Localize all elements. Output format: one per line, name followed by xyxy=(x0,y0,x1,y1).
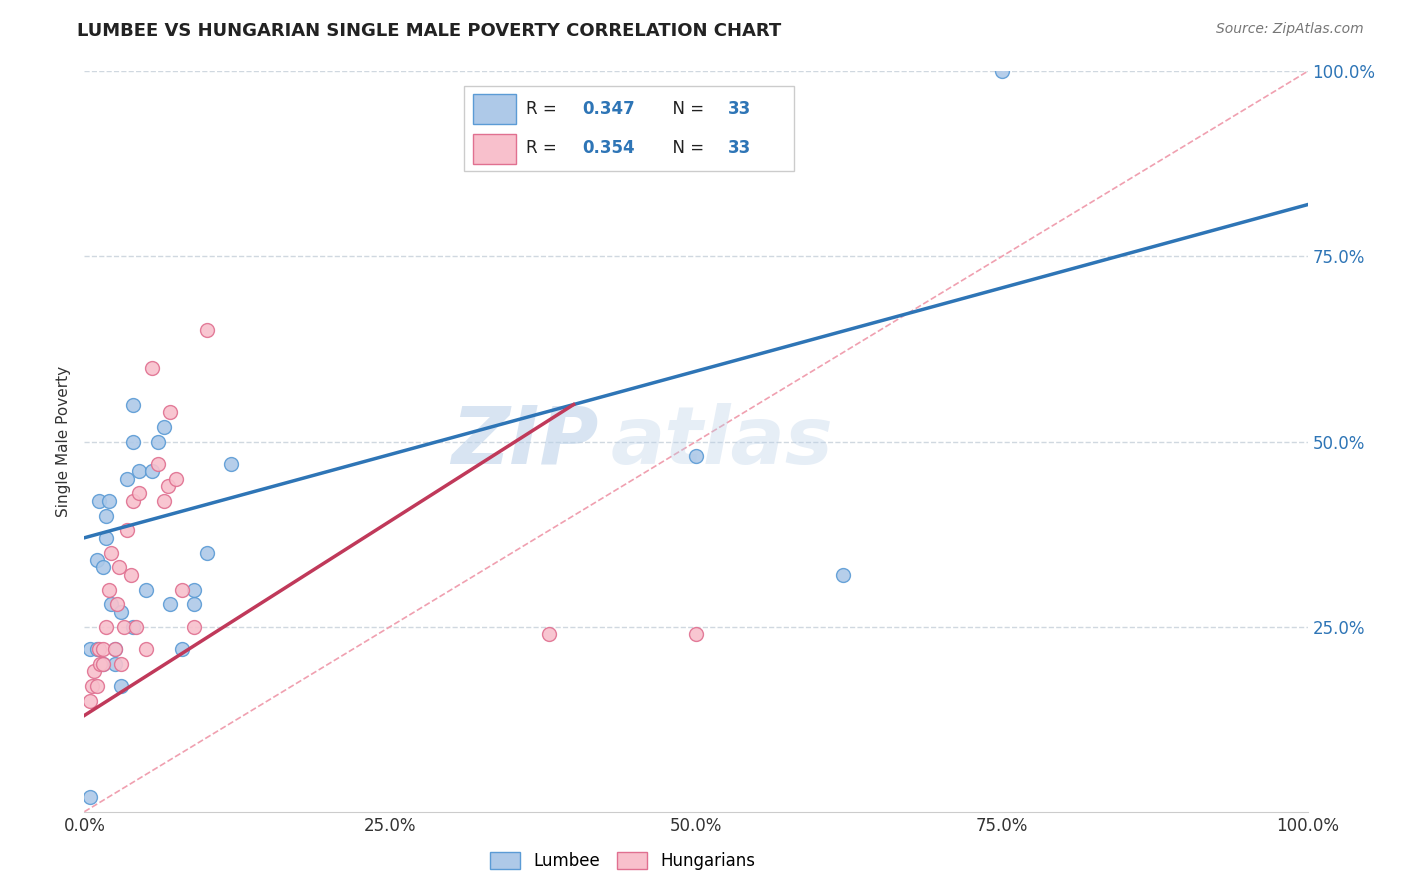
Point xyxy=(122,434,145,449)
Point xyxy=(105,598,128,612)
Point xyxy=(91,657,114,671)
Point xyxy=(104,641,127,656)
Point xyxy=(128,464,150,478)
Point xyxy=(86,679,108,693)
Point xyxy=(172,641,194,656)
Point xyxy=(685,450,707,464)
Point xyxy=(115,471,138,485)
Point xyxy=(87,493,110,508)
Point xyxy=(122,619,145,633)
Y-axis label: Single Male Poverty: Single Male Poverty xyxy=(56,366,72,517)
Point xyxy=(159,598,181,612)
Point xyxy=(146,434,169,449)
Point xyxy=(87,641,110,656)
Point xyxy=(135,641,157,656)
Point xyxy=(112,619,135,633)
Point xyxy=(135,582,157,597)
Point xyxy=(831,567,853,582)
Point xyxy=(110,605,132,619)
Point xyxy=(159,405,181,419)
Point xyxy=(146,457,169,471)
Point xyxy=(86,553,108,567)
Point xyxy=(195,324,218,338)
Point xyxy=(83,664,105,678)
Point xyxy=(80,679,103,693)
Legend: Lumbee, Hungarians: Lumbee, Hungarians xyxy=(491,852,755,870)
Point xyxy=(195,546,218,560)
Point xyxy=(538,627,561,641)
Text: ZIP: ZIP xyxy=(451,402,598,481)
Point xyxy=(125,619,148,633)
Point xyxy=(100,598,122,612)
Point xyxy=(120,567,142,582)
Point xyxy=(100,546,122,560)
Point xyxy=(183,582,205,597)
Point xyxy=(991,64,1014,78)
Point xyxy=(91,560,114,574)
Point xyxy=(153,419,176,434)
Point xyxy=(128,486,150,500)
Point xyxy=(153,493,176,508)
Point xyxy=(79,641,101,656)
Point xyxy=(183,619,205,633)
Point xyxy=(172,582,194,597)
Point xyxy=(86,641,108,656)
Point xyxy=(122,398,145,412)
Point xyxy=(97,493,120,508)
Point xyxy=(91,641,114,656)
Point xyxy=(115,524,138,538)
Text: atlas: atlas xyxy=(610,402,834,481)
Point xyxy=(104,657,127,671)
Point xyxy=(79,789,101,804)
Point xyxy=(104,641,127,656)
Point xyxy=(89,657,111,671)
Point xyxy=(122,493,145,508)
Point xyxy=(79,694,101,708)
Point xyxy=(141,360,163,375)
Point xyxy=(165,471,187,485)
Point xyxy=(97,582,120,597)
Point xyxy=(685,627,707,641)
Point xyxy=(96,619,118,633)
Text: LUMBEE VS HUNGARIAN SINGLE MALE POVERTY CORRELATION CHART: LUMBEE VS HUNGARIAN SINGLE MALE POVERTY … xyxy=(77,22,782,40)
Point xyxy=(156,479,179,493)
Point xyxy=(91,657,114,671)
Point xyxy=(107,560,129,574)
Point xyxy=(219,457,242,471)
Point xyxy=(96,508,118,523)
Text: Source: ZipAtlas.com: Source: ZipAtlas.com xyxy=(1216,22,1364,37)
Point xyxy=(141,464,163,478)
Point xyxy=(183,598,205,612)
Point xyxy=(110,679,132,693)
Point xyxy=(110,657,132,671)
Point xyxy=(96,531,118,545)
